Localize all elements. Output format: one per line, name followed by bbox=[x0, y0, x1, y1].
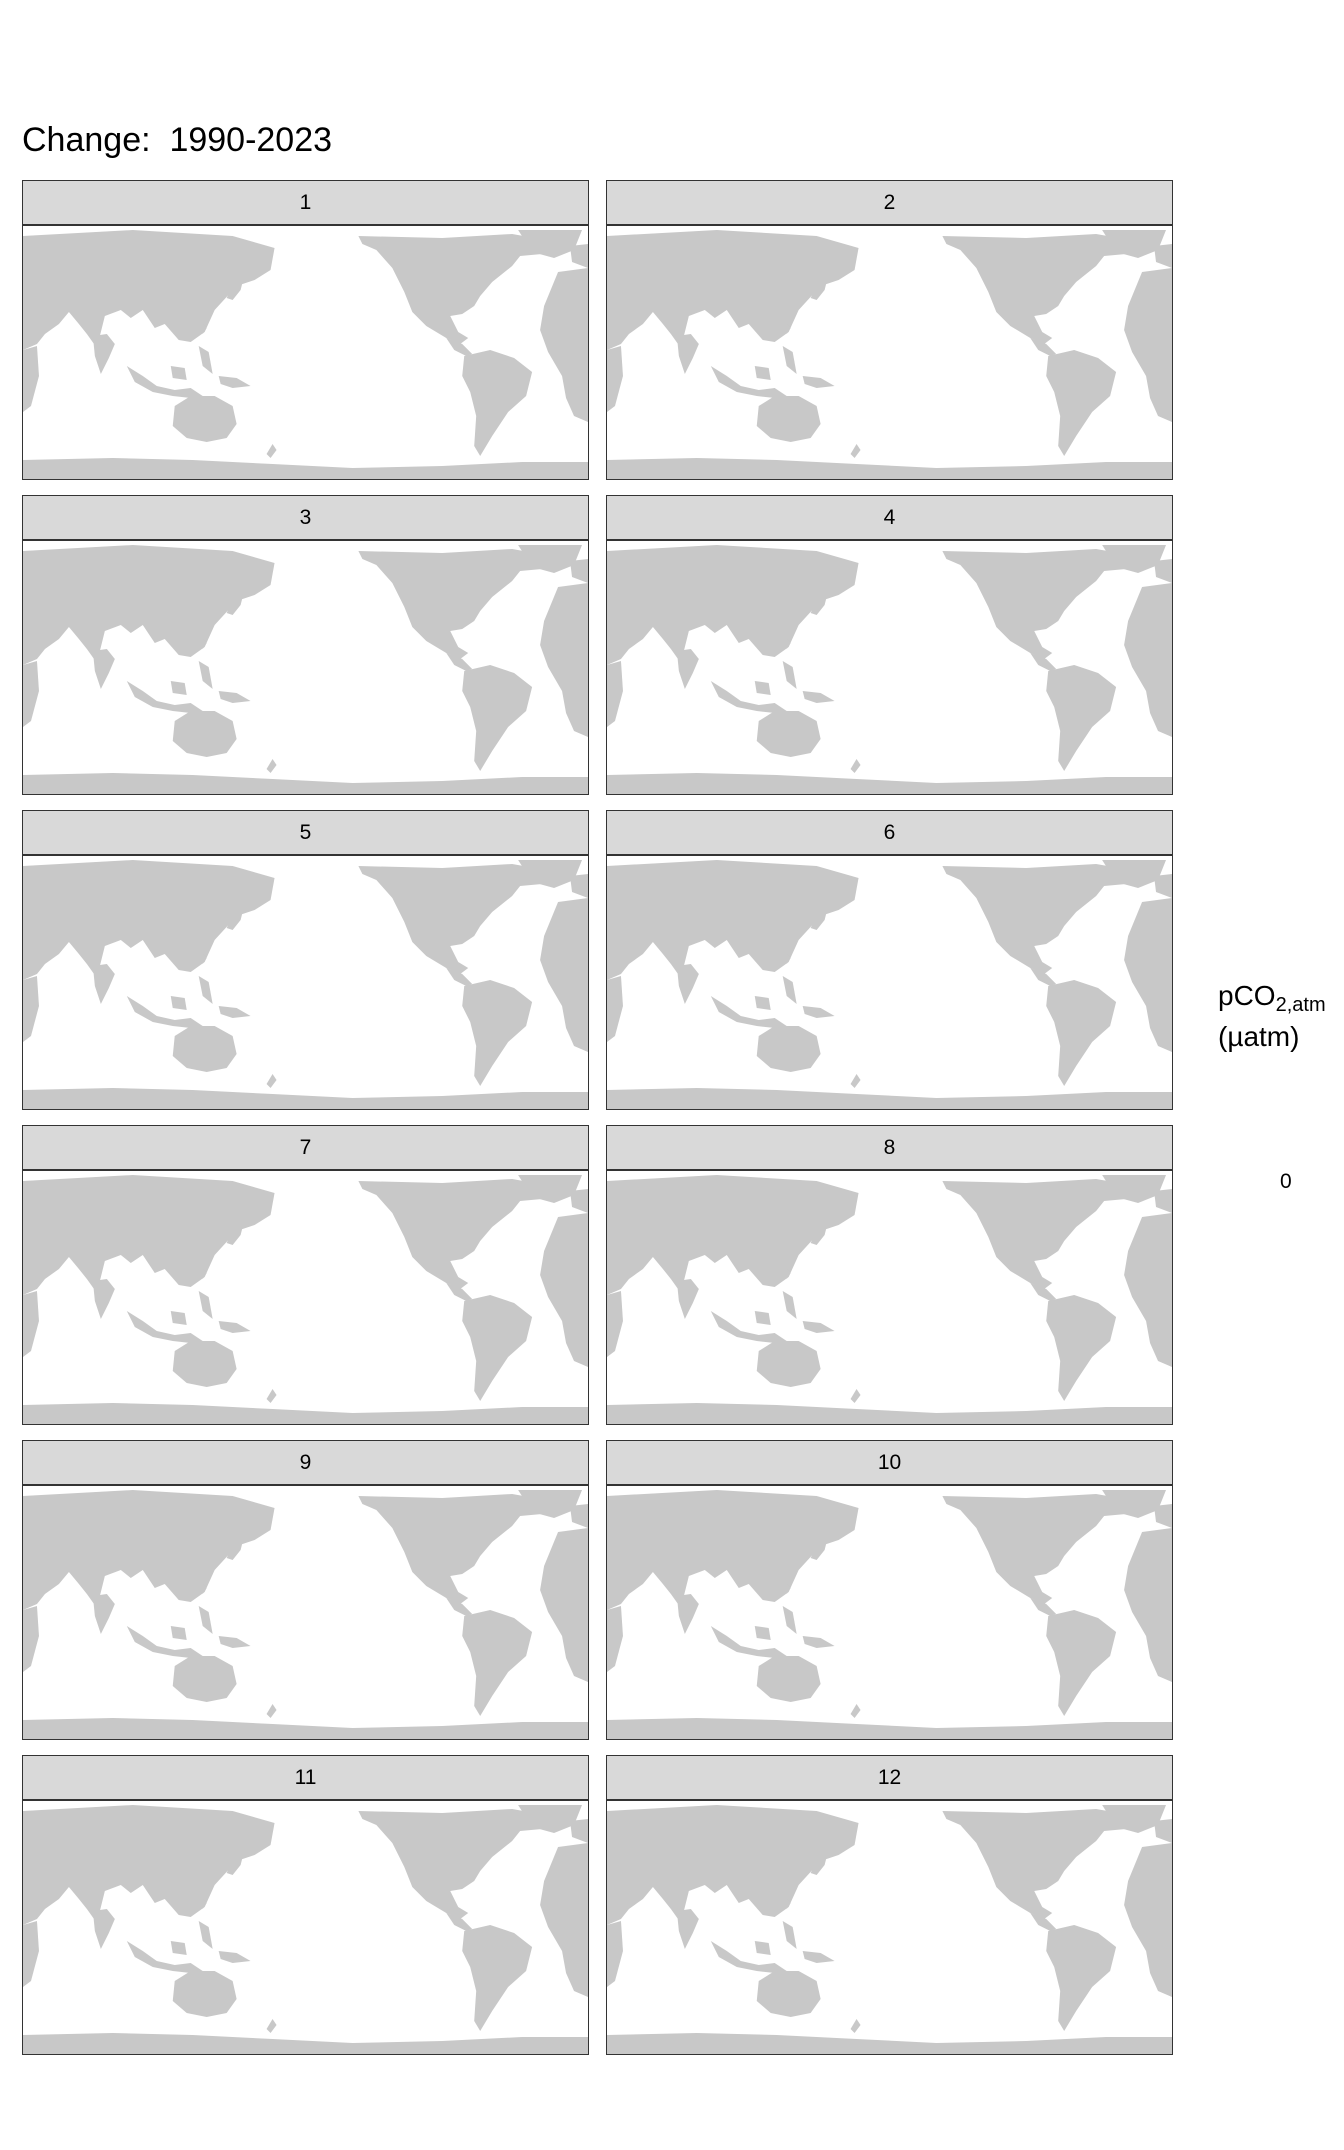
panel-strip-label: 3 bbox=[22, 495, 589, 540]
map-panel: 5 bbox=[22, 810, 589, 1110]
land-layer bbox=[23, 541, 588, 794]
legend-title: pCO2,atm (µatm) bbox=[1218, 980, 1326, 1053]
world-map bbox=[22, 1800, 589, 2055]
panel-strip-label: 1 bbox=[22, 180, 589, 225]
world-map bbox=[22, 1170, 589, 1425]
map-panel: 2 bbox=[606, 180, 1173, 480]
world-map bbox=[606, 225, 1173, 480]
legend-title-subscript: 2,atm bbox=[1275, 994, 1326, 1016]
land-layer bbox=[607, 856, 1172, 1109]
land-layer bbox=[607, 1171, 1172, 1424]
legend-tick-label: 0 bbox=[1280, 1170, 1292, 1193]
panel-strip-label: 2 bbox=[606, 180, 1173, 225]
map-panel: 4 bbox=[606, 495, 1173, 795]
panel-strip-label: 12 bbox=[606, 1755, 1173, 1800]
land-layer bbox=[23, 1486, 588, 1739]
map-panel: 10 bbox=[606, 1440, 1173, 1740]
panel-strip-label: 5 bbox=[22, 810, 589, 855]
panel-strip-label: 11 bbox=[22, 1755, 589, 1800]
map-panel: 1 bbox=[22, 180, 589, 480]
world-map bbox=[606, 540, 1173, 795]
map-panel: 7 bbox=[22, 1125, 589, 1425]
map-panel: 6 bbox=[606, 810, 1173, 1110]
land-layer bbox=[23, 1171, 588, 1424]
land-layer bbox=[23, 226, 588, 479]
legend-title-main: pCO bbox=[1218, 980, 1276, 1011]
world-map bbox=[22, 855, 589, 1110]
world-map bbox=[22, 225, 589, 480]
world-map bbox=[22, 540, 589, 795]
land-layer bbox=[607, 1801, 1172, 2054]
world-map bbox=[606, 1485, 1173, 1740]
panel-strip-label: 9 bbox=[22, 1440, 589, 1485]
world-map bbox=[606, 855, 1173, 1110]
panel-strip-label: 10 bbox=[606, 1440, 1173, 1485]
map-panel: 8 bbox=[606, 1125, 1173, 1425]
land-layer bbox=[23, 856, 588, 1109]
land-layer bbox=[23, 1801, 588, 2054]
map-panel: 12 bbox=[606, 1755, 1173, 2055]
land-layer bbox=[607, 226, 1172, 479]
land-layer bbox=[607, 541, 1172, 794]
map-panel: 9 bbox=[22, 1440, 589, 1740]
panel-strip-label: 6 bbox=[606, 810, 1173, 855]
land-layer bbox=[607, 1486, 1172, 1739]
panel-strip-label: 8 bbox=[606, 1125, 1173, 1170]
map-panel: 11 bbox=[22, 1755, 589, 2055]
legend-units: (µatm) bbox=[1218, 1021, 1300, 1052]
panel-strip-label: 4 bbox=[606, 495, 1173, 540]
world-map bbox=[606, 1170, 1173, 1425]
panel-strip-label: 7 bbox=[22, 1125, 589, 1170]
world-map bbox=[22, 1485, 589, 1740]
map-panel: 3 bbox=[22, 495, 589, 795]
plot-title: Change: 1990-2023 bbox=[22, 121, 333, 159]
world-map bbox=[606, 1800, 1173, 2055]
